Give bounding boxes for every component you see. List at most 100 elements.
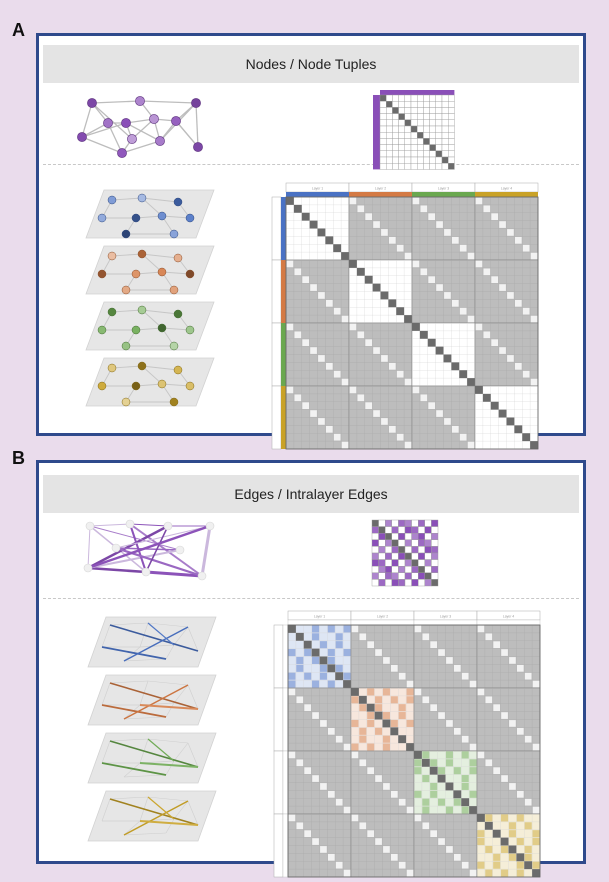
graph-edge: [173, 684, 189, 704]
matrix-cell: [385, 150, 393, 158]
matrix-cell: [379, 107, 387, 114]
interlayer-cell: [357, 331, 365, 339]
matrix-cell: [391, 579, 399, 587]
matrix-cell: [417, 119, 424, 127]
graph-edge: [147, 796, 189, 802]
matrix-cell: [447, 119, 455, 127]
matrix-cell: [398, 156, 406, 164]
interlayer-cell: [406, 806, 414, 814]
interlayer-cell: [367, 641, 375, 649]
matrix-cell: [371, 533, 379, 541]
matrix-cell: [429, 100, 436, 108]
diagonal-cell: [516, 853, 525, 862]
interlayer-cell: [530, 315, 538, 323]
edge-cell: [351, 719, 359, 727]
matrix-cell: [431, 566, 439, 574]
edge-cell: [312, 633, 320, 641]
layer-tab: [273, 813, 284, 878]
interlayer-cell: [367, 767, 375, 775]
matrix-cell: [404, 119, 412, 127]
matrix-cell: [424, 546, 432, 554]
layer-color-strip: [281, 260, 286, 323]
matrix-cell: [411, 559, 419, 567]
matrix-cell: [410, 156, 418, 164]
layer-color-strip: [281, 323, 286, 386]
edge-cell: [304, 649, 312, 657]
matrix-cell: [371, 579, 379, 587]
matrix-cell: [410, 107, 418, 114]
interlayer-cell: [357, 205, 365, 213]
graph-node: [169, 397, 179, 407]
single-layer-edge-matrix: [371, 519, 439, 587]
edge-cell: [493, 853, 501, 861]
diagonal-cell: [435, 346, 444, 355]
graph-edge: [81, 136, 123, 154]
layer-header-strip: [282, 687, 289, 752]
intralayer-edge: [109, 798, 199, 826]
edge-cell: [335, 633, 343, 641]
diagonal-cell: [388, 299, 397, 308]
interlayer-cell: [499, 347, 506, 354]
interlayer-cell: [343, 806, 351, 814]
intralayer-edge: [101, 646, 167, 660]
single-layer-edge-graph: [83, 519, 215, 581]
edge-cell: [327, 625, 335, 633]
multilayer-node-graph: [85, 189, 215, 407]
interlayer-cell: [507, 229, 514, 236]
interlayer-cell: [438, 712, 445, 719]
graph-edge: [141, 309, 179, 315]
edge-cell: [501, 845, 509, 853]
layer-plane: [87, 732, 217, 784]
graph-node: [185, 213, 195, 223]
matrix-cell: [398, 138, 406, 145]
matrix-cell: [404, 559, 412, 567]
graph-node: [173, 309, 183, 319]
matrix-cell: [424, 552, 432, 560]
matrix-cell: [410, 150, 418, 158]
graph-node: [169, 229, 179, 239]
matrix-cell: [398, 107, 406, 114]
intralayer-edge: [123, 800, 189, 836]
interlayer-cell: [477, 751, 485, 759]
matrix-cell: [423, 144, 430, 151]
interlayer-cell: [530, 252, 538, 260]
matrix-cell: [441, 107, 449, 114]
edge-cell: [398, 712, 406, 720]
diagonal-cell: [482, 393, 491, 402]
edge-cell: [477, 830, 485, 838]
edge-cell: [438, 767, 446, 775]
graph-edge: [111, 253, 143, 257]
graph-edge: [161, 271, 191, 275]
graph-edge: [111, 197, 143, 201]
matrix-cell: [379, 138, 387, 145]
graph-edge: [165, 702, 175, 718]
matrix-cell: [424, 566, 432, 574]
layer-header-strip: [413, 619, 478, 626]
interlayer-cell: [349, 197, 357, 205]
matrix-cell: [429, 94, 436, 102]
layer-color-strip: [349, 192, 412, 197]
matrix-cell: [392, 94, 399, 102]
interlayer-cell: [524, 798, 532, 806]
interlayer-cell: [430, 830, 438, 838]
edge-cell: [335, 641, 343, 649]
interlayer-cell: [381, 229, 388, 236]
matrix-cell: [404, 107, 412, 114]
graph-edge: [200, 525, 212, 577]
intralayer-edge: [147, 796, 175, 820]
interlayer-cell: [325, 362, 333, 370]
edge-cell: [367, 719, 375, 727]
matrix-cell: [424, 533, 432, 541]
matrix-cell: [398, 579, 406, 587]
graph-node: [107, 195, 117, 205]
layer-color-strip: [475, 192, 538, 197]
matrix-cell: [411, 579, 419, 587]
graph-edge: [87, 525, 91, 569]
matrix-cell: [385, 526, 393, 534]
interlayer-cell: [532, 806, 540, 814]
edge-cell: [485, 814, 493, 822]
matrix-cell: [392, 150, 399, 158]
interlayer-cell: [412, 386, 420, 394]
interlayer-cell: [404, 441, 412, 449]
graph-node: [107, 307, 117, 317]
